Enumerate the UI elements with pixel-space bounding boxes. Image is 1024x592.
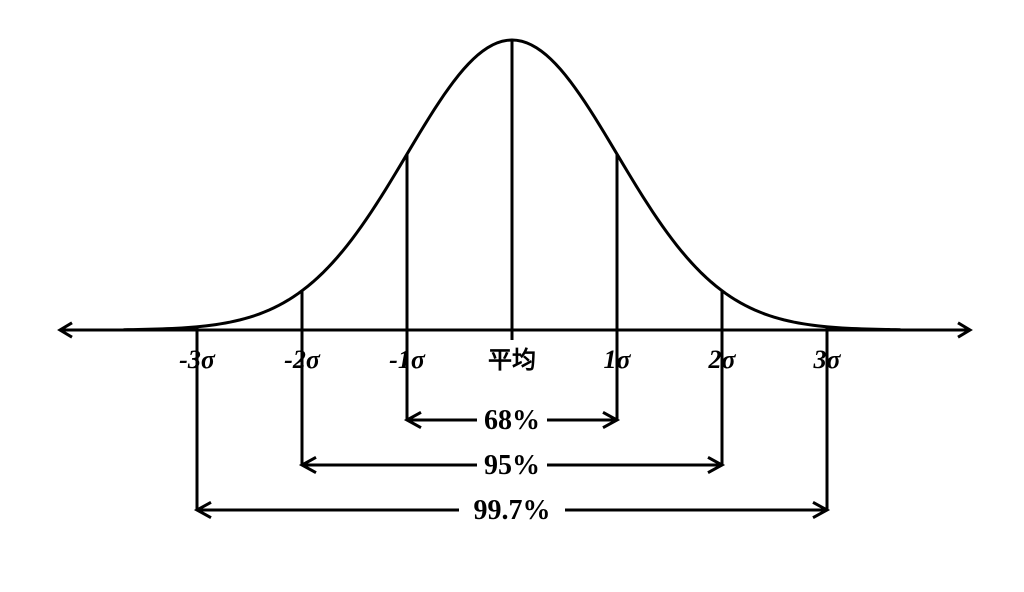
normal-distribution-diagram: -3σ-2σ-1σ平均1σ2σ3σ68%95%99.7% (0, 0, 1024, 592)
mean-label: 平均 (488, 346, 536, 374)
range-percent-label: 99.7% (474, 495, 551, 526)
range-percent-label: 68% (484, 405, 540, 436)
range-percent-label: 95% (484, 450, 540, 481)
